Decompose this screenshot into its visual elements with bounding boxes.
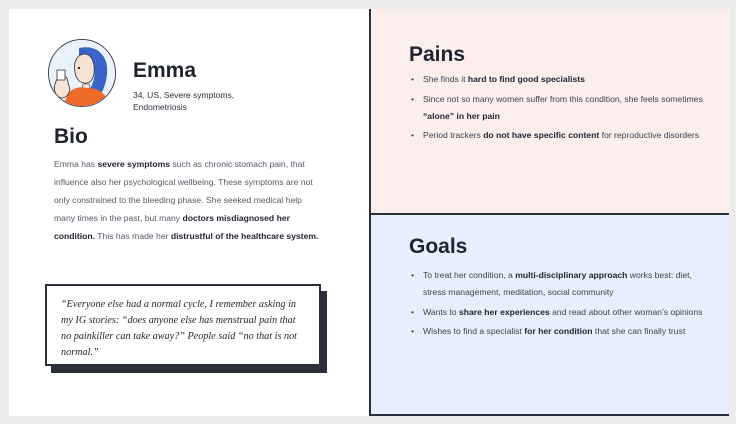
bio-text-part: Emma has [54, 159, 98, 169]
item-text: She finds it [423, 74, 468, 84]
bio-heading: Bio [54, 125, 88, 148]
bottom-border [371, 414, 729, 416]
pains-list: She finds it hard to find good specialis… [409, 71, 709, 147]
goals-list: To treat her condition, a multi-discipli… [409, 267, 709, 343]
bio-text: Emma has severe symptoms such as chronic… [54, 155, 324, 245]
goals-heading: Goals [409, 235, 468, 258]
list-item: Since not so many women suffer from this… [409, 91, 709, 125]
item-text: for reproductive disorders [599, 130, 700, 140]
item-text: Since not so many women suffer from this… [423, 93, 703, 104]
avatar-illustration [49, 40, 115, 106]
bio-highlight: distrustful of the healthcare system. [170, 231, 319, 241]
vertical-divider [369, 9, 371, 416]
bio-highlight: severe symptoms [97, 159, 171, 169]
item-text: and read about other woman’s opinions [549, 306, 703, 317]
item-text: Wants to [423, 306, 459, 317]
bio-text-part: such as chronic stomach pain, that influ… [54, 159, 313, 223]
list-item: Wishes to find a specialist for her cond… [409, 323, 709, 340]
item-highlight: do not have specific content [483, 130, 600, 140]
persona-meta: 34, US, Severe symptoms, Endometriosis [133, 90, 235, 112]
list-item: She finds it hard to find good specialis… [409, 71, 709, 88]
list-item: Wants to share her experiences and read … [409, 304, 709, 321]
item-text: that she can finally trust [592, 326, 686, 336]
item-text: Wishes to find a specialist [423, 326, 525, 336]
list-item: Period trackers do not have specific con… [409, 127, 709, 144]
persona-quote: “Everyone else had a normal cycle, I rem… [45, 284, 321, 366]
list-item: To treat her condition, a multi-discipli… [409, 267, 709, 301]
bio-text-part: This has made her [95, 231, 171, 241]
item-text: To treat her condition, a [423, 270, 516, 280]
persona-name: Emma [133, 59, 197, 82]
bio-highlight: doctors misdiagnosed her condition. [54, 213, 290, 241]
item-highlight: share her experiences [458, 306, 550, 317]
goals-panel: Goals To treat her condition, a multi-di… [371, 215, 729, 414]
item-highlight: multi-disciplinary approach [515, 270, 628, 280]
item-text: Period trackers [423, 130, 484, 140]
pains-heading: Pains [409, 43, 466, 66]
horizontal-divider [371, 213, 729, 215]
persona-avatar [48, 39, 116, 107]
pains-panel: Pains She finds it hard to find good spe… [371, 9, 729, 213]
item-text: works best: diet, stress management, med… [423, 270, 692, 297]
persona-card: Emma 34, US, Severe symptoms, Endometrio… [9, 9, 729, 416]
item-highlight: “alone” in her pain [423, 110, 500, 121]
item-highlight: hard to find good specialists [467, 74, 585, 84]
persona-panel: Emma 34, US, Severe symptoms, Endometrio… [9, 9, 369, 416]
item-highlight: for her condition [524, 326, 593, 336]
